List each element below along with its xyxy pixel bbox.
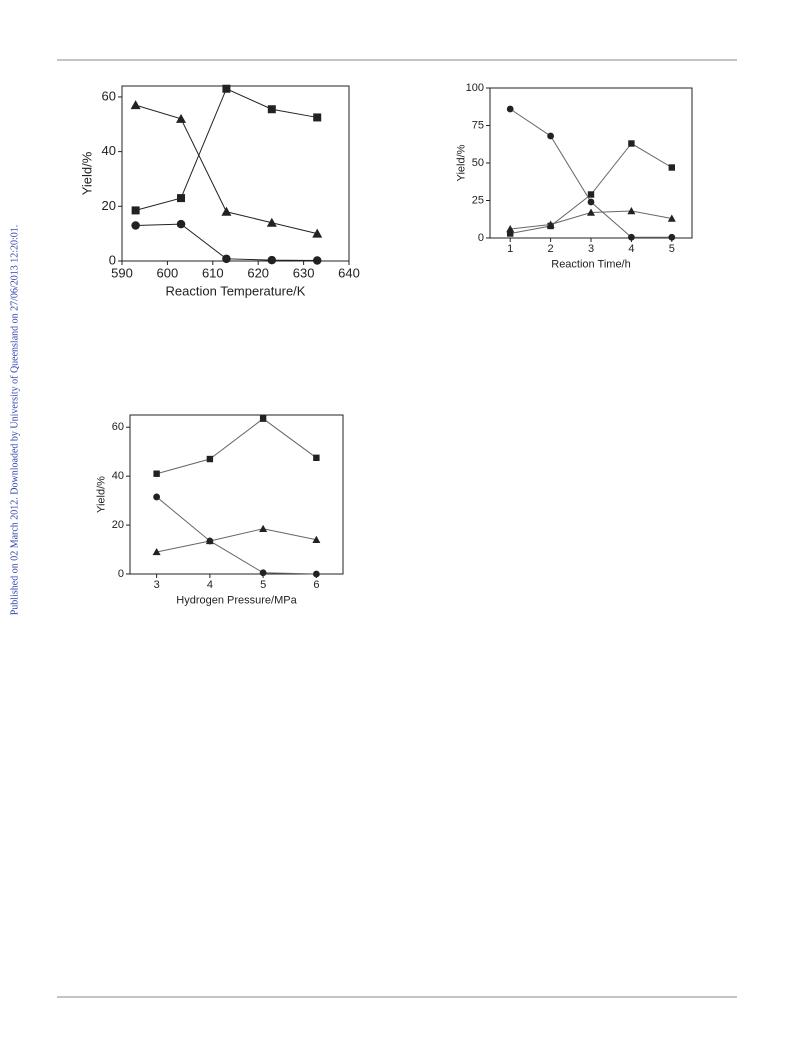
triangle-marker — [221, 206, 232, 216]
x-axis-label: Reaction Time/h — [551, 258, 630, 270]
plot-frame — [129, 414, 344, 575]
square-marker — [313, 454, 320, 462]
circle-marker — [628, 233, 635, 241]
x-axis-label: Hydrogen Pressure/MPa — [176, 594, 297, 606]
series-line — [156, 528, 317, 553]
x-tick-label: 630 — [293, 265, 315, 280]
x-tick-label: 6 — [313, 579, 319, 591]
triangle-marker — [546, 220, 555, 228]
y-tick-label: 25 — [472, 194, 484, 206]
square-marker — [507, 230, 514, 237]
circle-marker — [312, 256, 322, 265]
square-marker — [153, 470, 160, 477]
series-line — [135, 88, 318, 211]
triangle-marker — [627, 207, 636, 215]
y-tick-label: 60 — [102, 88, 116, 103]
square-marker — [131, 206, 140, 215]
y-tick-label: 40 — [102, 143, 116, 158]
series-line — [156, 496, 317, 575]
square-marker — [313, 113, 322, 122]
x-tick-label: 1 — [507, 243, 513, 255]
circle-marker — [587, 198, 595, 206]
triangle-marker — [506, 225, 515, 233]
x-tick-label: 5 — [260, 579, 266, 591]
x-tick-label: 5 — [669, 243, 675, 255]
series-line — [509, 108, 672, 238]
triangle-marker — [266, 217, 277, 227]
triangle-marker — [312, 228, 323, 238]
square-marker — [267, 105, 276, 114]
circle-marker — [222, 254, 231, 264]
square-marker — [177, 194, 186, 203]
square-marker — [628, 140, 635, 147]
x-tick-label: 590 — [111, 265, 133, 280]
y-tick-label: 20 — [112, 519, 124, 531]
square-marker — [222, 84, 231, 93]
circle-marker — [206, 537, 214, 545]
y-tick-label: 0 — [118, 568, 124, 580]
series-line — [156, 418, 317, 475]
square-marker — [259, 415, 267, 422]
sidebar-note: Published on 02 March 2012. Downloaded b… — [9, 225, 20, 616]
x-tick-label: 4 — [628, 243, 634, 255]
y-tick-label: 0 — [109, 252, 116, 267]
plot-frame — [121, 85, 350, 262]
triangle-marker — [587, 208, 595, 216]
triangle-marker — [259, 524, 268, 532]
circle-marker — [153, 493, 161, 501]
series-line — [510, 142, 673, 234]
x-tick-label: 610 — [202, 265, 224, 280]
y-tick-label: 50 — [472, 157, 484, 169]
triangle-marker — [176, 113, 187, 123]
y-tick-label: 20 — [102, 198, 116, 213]
circle-marker — [312, 570, 320, 578]
triangle-marker — [130, 100, 141, 110]
x-axis-label: Reaction Temperature/K — [166, 284, 306, 299]
x-tick-label: 3 — [154, 579, 160, 591]
triangle-marker — [312, 535, 321, 543]
circle-marker — [547, 132, 554, 140]
y-tick-label: 40 — [112, 470, 124, 482]
circle-marker — [176, 219, 186, 229]
triangle-marker — [152, 547, 161, 556]
y-axis-label: Yield/% — [80, 151, 95, 195]
x-tick-label: 640 — [338, 265, 360, 280]
circle-marker — [506, 105, 514, 113]
x-tick-label: 2 — [548, 243, 554, 255]
x-tick-label: 4 — [207, 579, 213, 591]
y-tick-label: 100 — [466, 82, 484, 94]
square-marker — [206, 455, 214, 463]
circle-marker — [668, 233, 676, 241]
y-axis-label: Yield/% — [95, 476, 107, 513]
circle-marker — [131, 221, 140, 230]
x-tick-label: 600 — [157, 265, 179, 280]
square-marker — [587, 191, 595, 198]
square-marker — [668, 164, 675, 171]
circle-marker — [267, 255, 277, 265]
triangle-marker — [667, 214, 676, 222]
y-tick-label: 60 — [112, 421, 124, 433]
y-tick-label: 0 — [478, 232, 484, 244]
x-tick-label: 620 — [247, 265, 269, 280]
y-axis-label: Yield/% — [455, 144, 467, 181]
x-tick-label: 3 — [588, 243, 594, 255]
circle-marker — [259, 569, 267, 577]
y-tick-label: 75 — [472, 119, 484, 131]
